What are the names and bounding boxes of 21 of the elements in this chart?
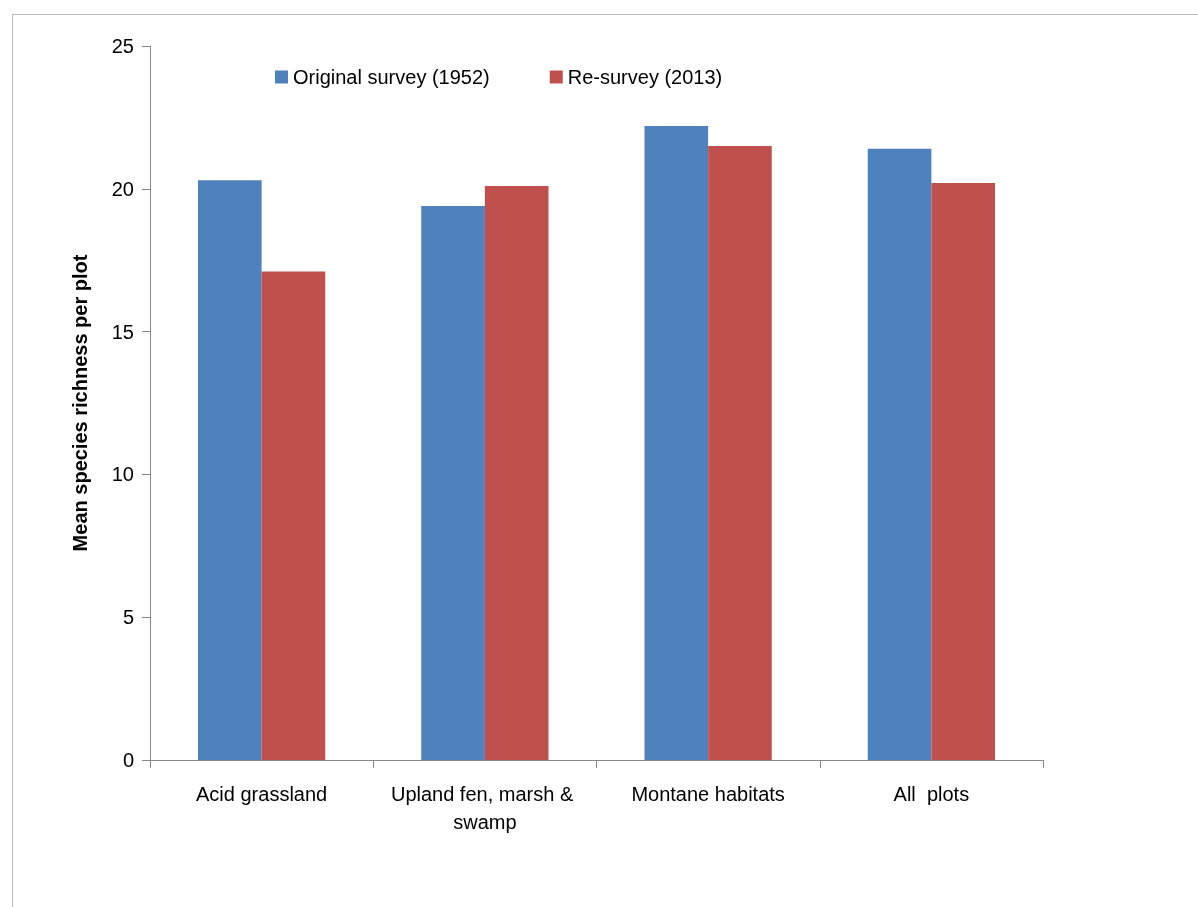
x-tick-label: Acid grassland [196,783,328,805]
x-tick-label: All plots [893,783,970,805]
bar [708,145,772,760]
bar [931,183,995,760]
y-tick-label: 25 [111,35,134,57]
legend-label: Re-survey (2013) [567,66,723,88]
bar [261,271,326,760]
legend-label: Original survey (1952) [293,66,490,88]
y-tick-label: 20 [111,177,134,200]
bar [421,205,485,760]
y-axis-title: Mean species richness per plot [69,254,91,552]
y-tick-label: 5 [122,606,134,629]
y-tick-label: 15 [111,320,134,343]
bar [198,180,262,760]
y-tick-label: 10 [111,463,134,486]
y-tick-label: 0 [122,749,134,771]
x-tick-label: Montane habitats [631,783,785,805]
bar [867,148,932,760]
bar [644,125,709,760]
bar [484,185,549,760]
x-tick-label: Upland fen, marsh & swamp [390,783,579,833]
